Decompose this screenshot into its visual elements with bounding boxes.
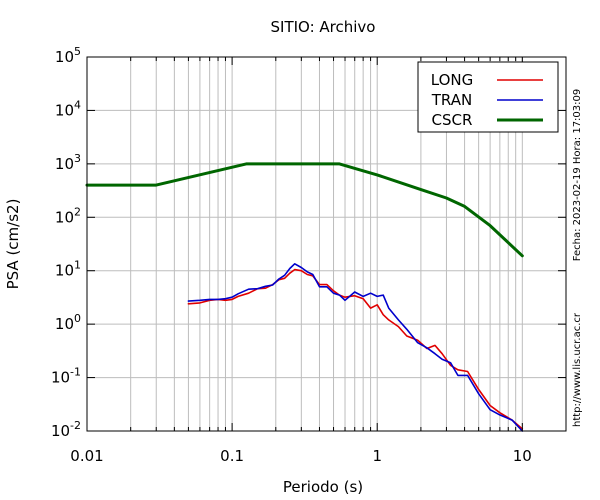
y-tick-label: 10-2 (51, 419, 81, 440)
axis-ticks: 0.01 0.1 1 10 10-2 10-1 100 101 102 103 104 105 (51, 45, 566, 465)
chart-title: SITIO: Archivo (271, 18, 376, 36)
y-tick-label: 104 (55, 98, 81, 119)
plot-frame (86, 56, 567, 432)
legend-label-tran: TRAN (431, 91, 472, 109)
series-line-cscr (85, 162, 524, 258)
y-tick-label: 103 (55, 152, 81, 173)
x-tick-label: 0.01 (70, 447, 103, 465)
y-tick-label: 100 (55, 312, 81, 333)
x-tick-label: 1 (372, 447, 382, 465)
y-axis-title: PSA (cm/s2) (4, 199, 22, 290)
legend: LONG TRAN CSCR (417, 61, 559, 133)
y-tick-label: 102 (55, 205, 81, 226)
website-note: http://www.lis.ucr.ac.cr (572, 312, 583, 427)
series-lines (85, 162, 524, 432)
date-stamp: Fecha: 2023-02-19 Hora: 17:03:09 (572, 89, 583, 262)
x-tick-label: 0.1 (220, 447, 244, 465)
legend-label-long: LONG (431, 71, 473, 89)
legend-label-cscr: CSCR (432, 111, 473, 129)
y-tick-label: 105 (55, 45, 81, 66)
x-axis-title: Periodo (s) (283, 478, 363, 496)
series-line-tran (187, 262, 524, 432)
x-tick-label: 10 (513, 447, 532, 465)
y-tick-label: 101 (55, 259, 81, 280)
y-tick-label: 10-1 (51, 366, 81, 387)
